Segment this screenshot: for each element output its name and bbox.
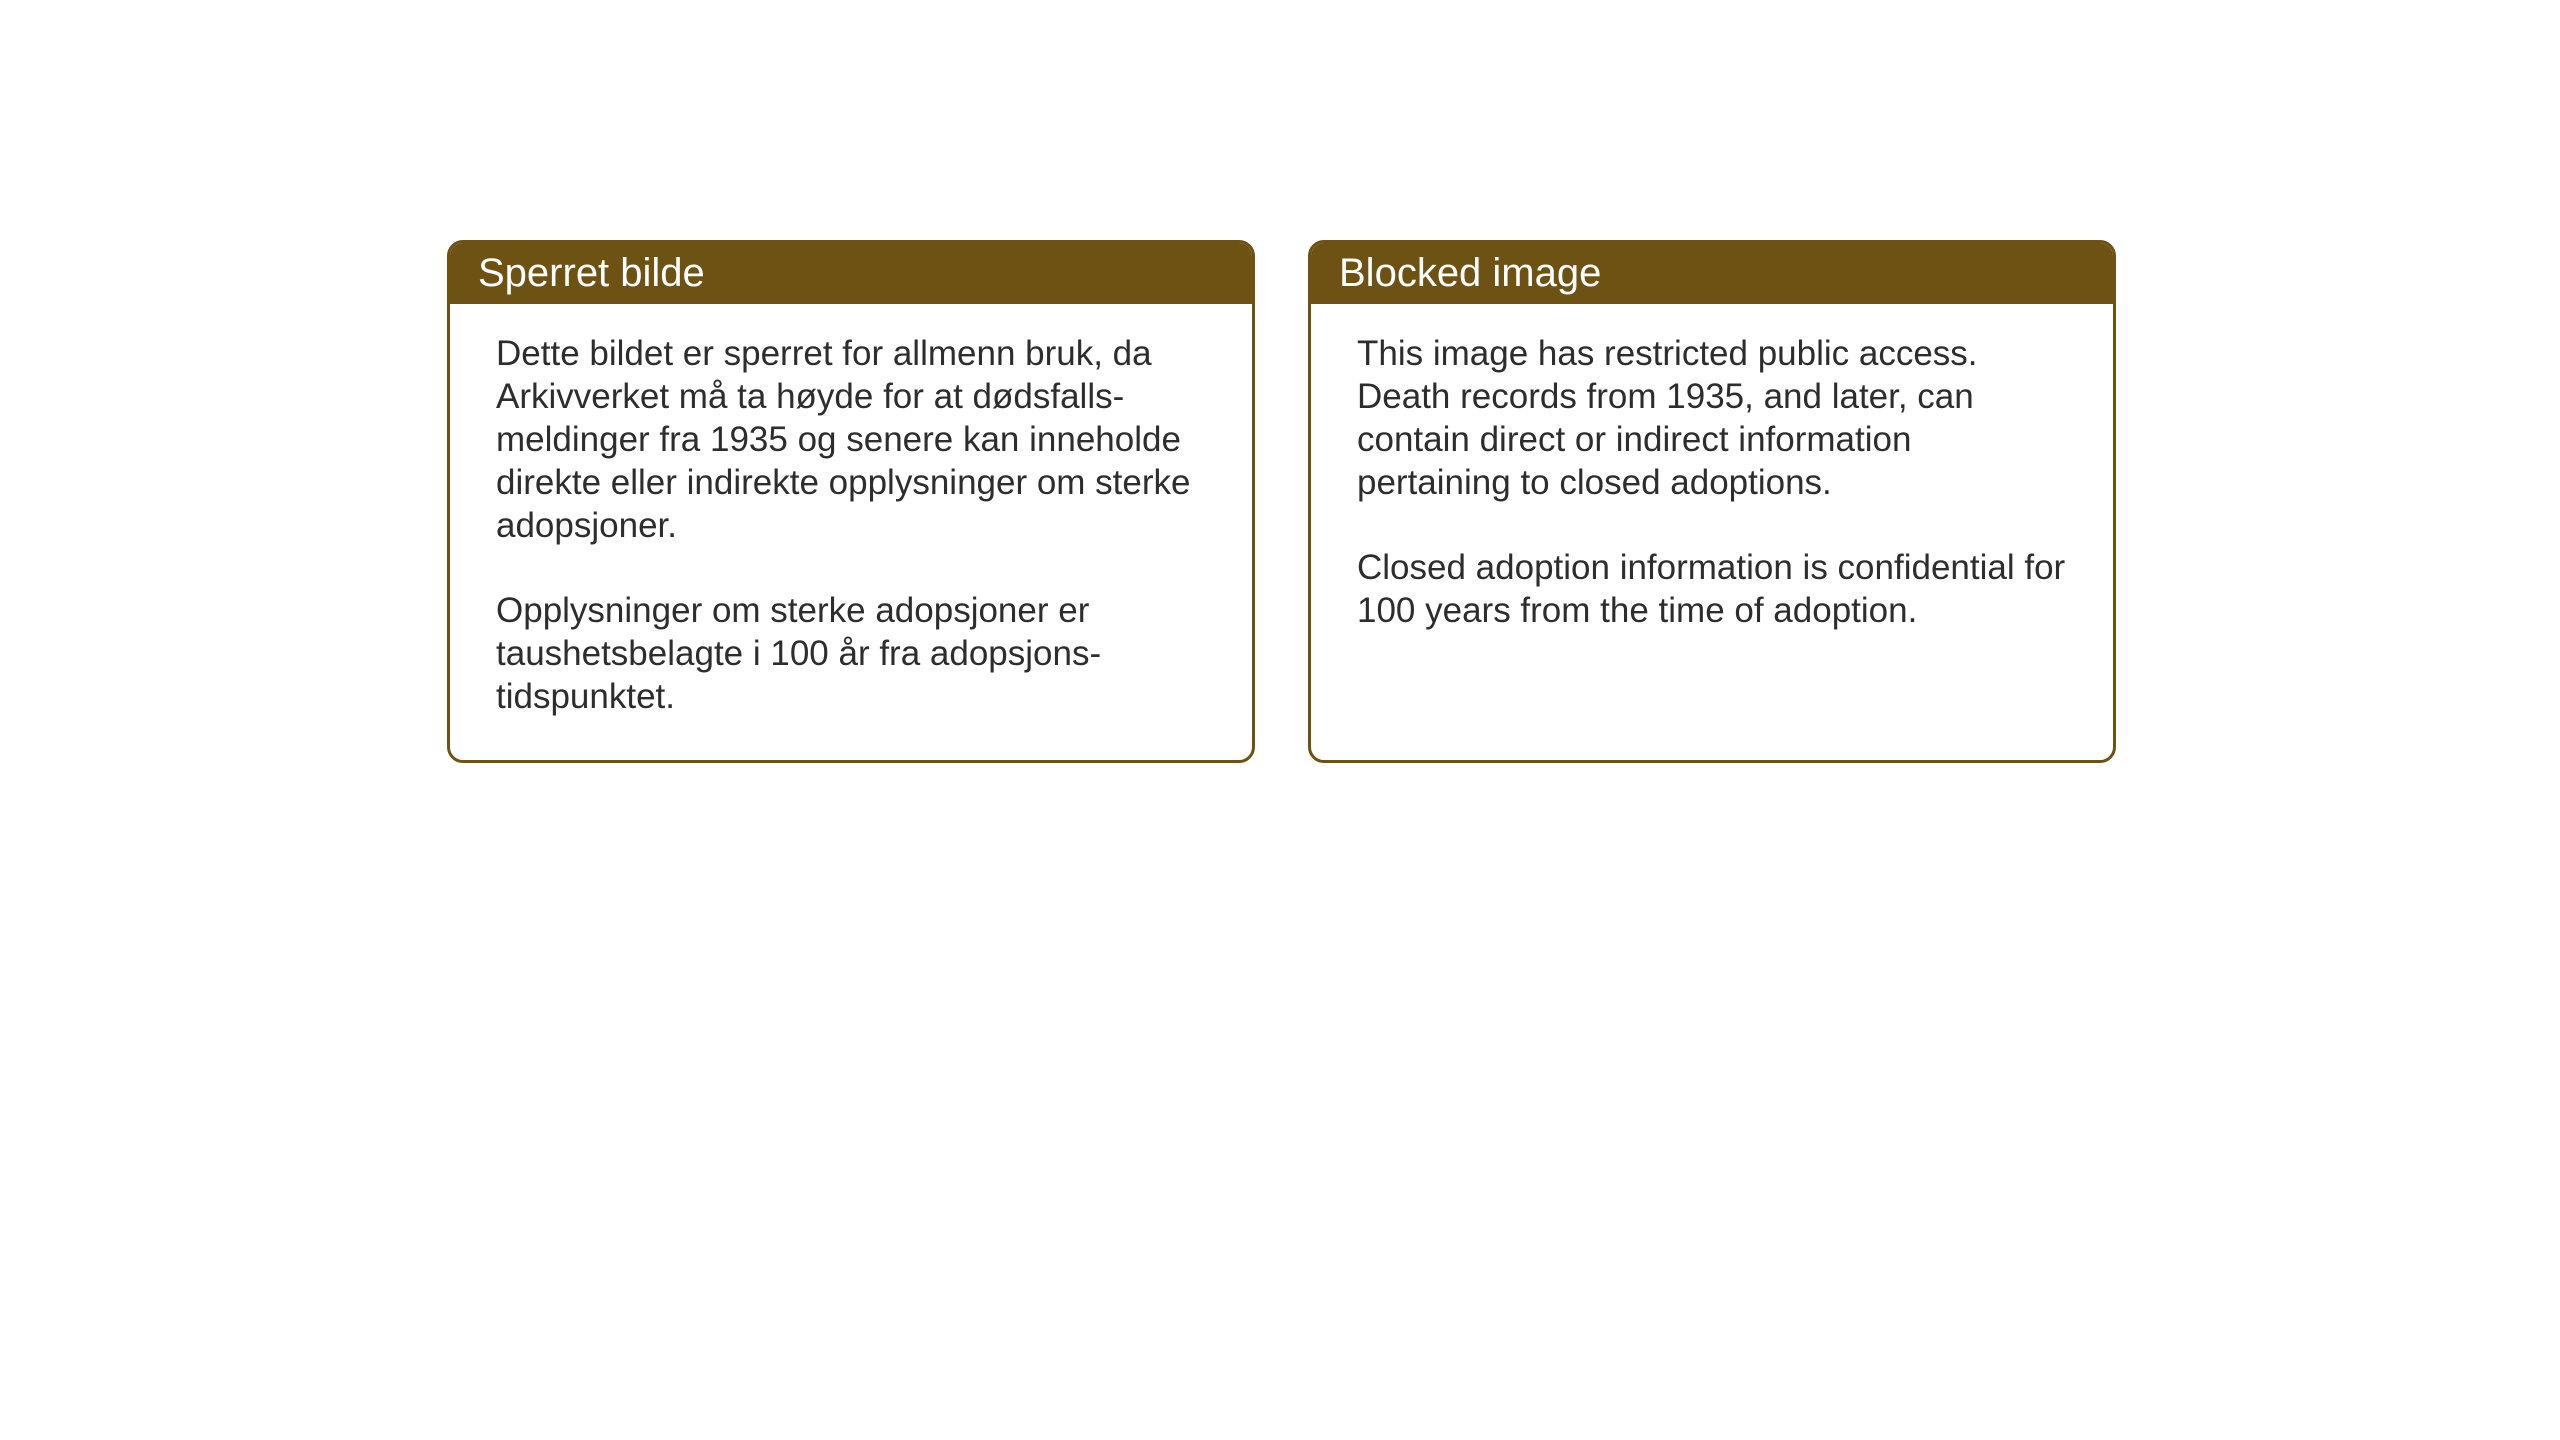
notice-title-english: Blocked image [1339,251,1601,295]
notice-paragraph-2-norwegian: Opplysninger om sterke adopsjoner er tau… [496,589,1206,718]
notice-paragraph-1-english: This image has restricted public access.… [1357,332,2067,504]
notice-card-norwegian: Sperret bilde Dette bildet er sperret fo… [447,240,1255,763]
notice-paragraph-2-english: Closed adoption information is confident… [1357,546,2067,632]
notice-body-english: This image has restricted public access.… [1311,304,2113,674]
notice-container: Sperret bilde Dette bildet er sperret fo… [447,240,2116,763]
notice-card-english: Blocked image This image has restricted … [1308,240,2116,763]
notice-header-norwegian: Sperret bilde [450,243,1252,304]
notice-paragraph-1-norwegian: Dette bildet er sperret for allmenn bruk… [496,332,1206,547]
notice-body-norwegian: Dette bildet er sperret for allmenn bruk… [450,304,1252,760]
notice-title-norwegian: Sperret bilde [478,251,705,295]
notice-header-english: Blocked image [1311,243,2113,304]
